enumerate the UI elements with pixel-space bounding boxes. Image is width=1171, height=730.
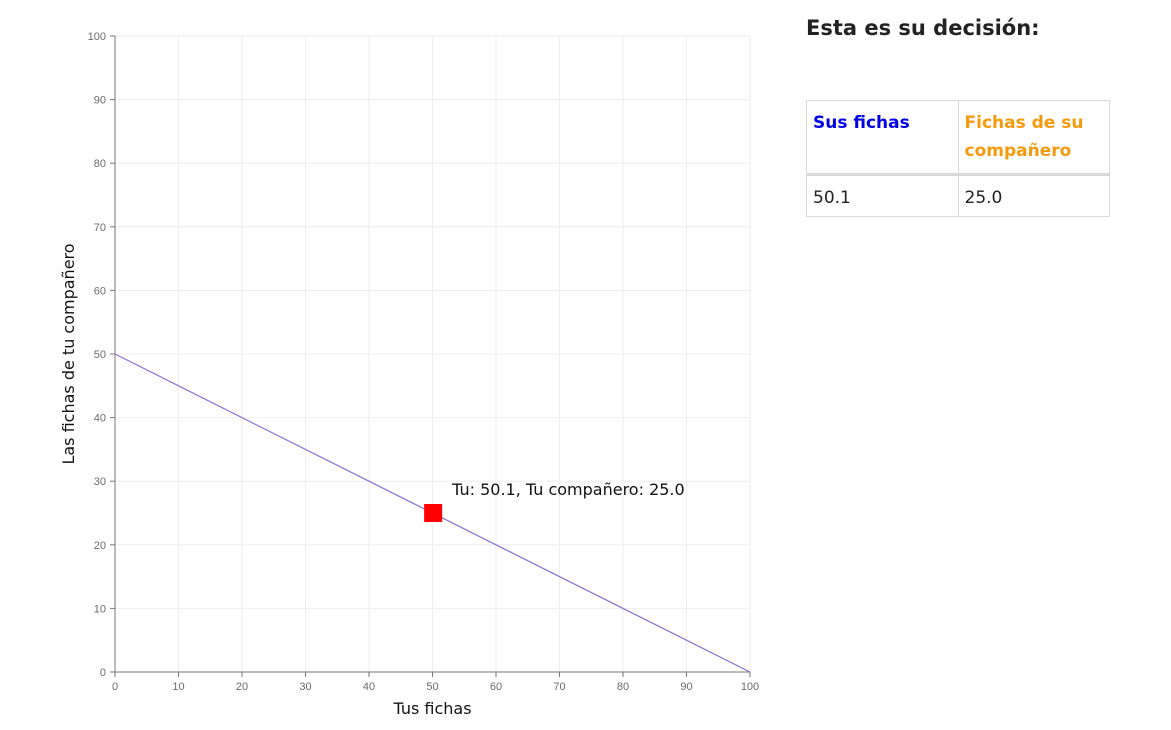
- table-header-row: Sus fichas Fichas de su compañero: [806, 100, 1110, 175]
- decision-table: Sus fichas Fichas de su compañero 50.1 2…: [806, 100, 1110, 217]
- decision-panel: Esta es su decisión: Sus fichas Fichas d…: [806, 0, 1110, 217]
- y-tick-label: 40: [94, 413, 106, 425]
- value-own-tokens: 50.1: [806, 174, 959, 217]
- y-tick-label: 30: [94, 476, 106, 488]
- y-tick-label: 20: [94, 540, 106, 552]
- header-own-tokens: Sus fichas: [806, 100, 959, 175]
- y-tick-label: 50: [94, 349, 106, 361]
- decision-chart[interactable]: 0 10 20 30 40 50 60 70 80 90 100 0 10 20 30 40 50 60 70 80…: [0, 0, 790, 730]
- decision-marker[interactable]: [424, 504, 443, 522]
- marker-annotation: Tu: 50.1, Tu compañero: 25.0: [451, 480, 685, 499]
- x-tick-label: 70: [553, 681, 565, 693]
- value-partner-tokens: 25.0: [957, 174, 1110, 217]
- y-tick-label: 10: [94, 603, 106, 615]
- y-tick-label: 100: [88, 31, 106, 43]
- x-tick-label: 90: [680, 681, 692, 693]
- x-tick-label: 0: [112, 681, 118, 693]
- x-tick-label: 10: [172, 681, 184, 693]
- chart-markers[interactable]: [424, 504, 443, 522]
- y-tick-label: 80: [94, 158, 106, 170]
- x-axis-ticks: 0 10 20 30 40 50 60 70 80 90 100: [112, 672, 759, 693]
- y-tick-label: 90: [94, 95, 106, 107]
- y-tick-label: 0: [100, 667, 106, 679]
- x-tick-label: 80: [617, 681, 629, 693]
- decision-title: Esta es su decisión:: [806, 16, 1040, 40]
- chart-grid: [115, 35, 751, 672]
- x-tick-label: 100: [741, 681, 759, 693]
- header-partner-tokens: Fichas de su compañero: [957, 100, 1110, 175]
- x-tick-label: 20: [236, 681, 248, 693]
- y-axis-ticks: 0 10 20 30 40 50 60 70 80 90 100: [88, 31, 115, 679]
- x-axis-label: Tus fichas: [392, 699, 471, 718]
- x-tick-label: 50: [426, 681, 438, 693]
- x-tick-label: 40: [363, 681, 375, 693]
- y-tick-label: 70: [94, 222, 106, 234]
- x-tick-label: 60: [490, 681, 502, 693]
- y-tick-label: 60: [94, 285, 106, 297]
- table-row: 50.1 25.0: [806, 174, 1110, 217]
- x-tick-label: 30: [299, 681, 311, 693]
- y-axis-label: Las fichas de tu compañero: [59, 243, 78, 464]
